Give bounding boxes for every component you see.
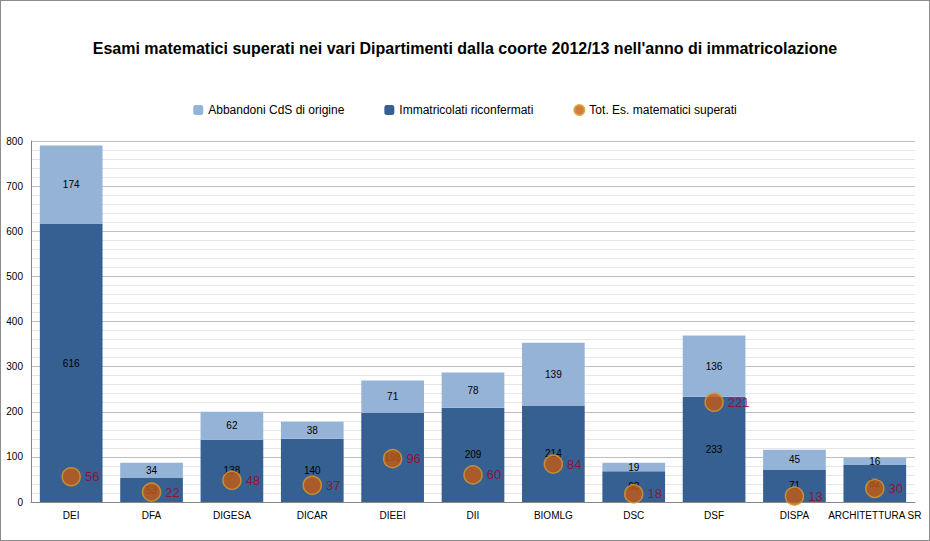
- svg-text:214: 214: [545, 448, 562, 460]
- svg-text:139: 139: [545, 369, 562, 380]
- svg-text:18: 18: [647, 486, 661, 501]
- svg-text:37: 37: [326, 478, 340, 493]
- svg-text:30: 30: [889, 481, 903, 496]
- svg-text:ARCHITETTURA SR: ARCHITETTURA SR: [828, 510, 921, 521]
- svg-text:19: 19: [628, 462, 640, 473]
- svg-text:Tot. Es. matematici superati: Tot. Es. matematici superati: [589, 103, 736, 117]
- svg-text:400: 400: [6, 316, 23, 327]
- svg-text:DII: DII: [467, 510, 480, 521]
- svg-text:22: 22: [165, 485, 179, 500]
- svg-text:233: 233: [706, 444, 723, 455]
- svg-text:200: 200: [6, 406, 23, 417]
- svg-text:209: 209: [465, 449, 482, 460]
- svg-text:0: 0: [17, 497, 23, 508]
- svg-text:84: 84: [567, 457, 581, 472]
- svg-text:48: 48: [246, 473, 260, 488]
- svg-text:140: 140: [304, 465, 321, 476]
- svg-text:DSF: DSF: [704, 510, 724, 521]
- svg-text:71: 71: [788, 480, 800, 492]
- svg-text:136: 136: [706, 361, 723, 372]
- svg-text:Esami matematici superati nei: Esami matematici superati nei vari Dipar…: [93, 40, 838, 57]
- svg-text:616: 616: [63, 358, 80, 369]
- svg-text:700: 700: [6, 181, 23, 192]
- svg-text:71: 71: [387, 391, 399, 402]
- svg-text:DIGESA: DIGESA: [213, 510, 251, 521]
- svg-text:60: 60: [487, 467, 501, 482]
- svg-text:174: 174: [63, 179, 80, 190]
- svg-text:Abbandoni CdS di origine: Abbandoni CdS di origine: [208, 103, 344, 117]
- svg-text:96: 96: [406, 451, 420, 466]
- svg-text:DFA: DFA: [142, 510, 162, 521]
- svg-text:800: 800: [6, 136, 23, 147]
- svg-text:600: 600: [6, 226, 23, 237]
- svg-text:34: 34: [146, 465, 158, 476]
- svg-text:78: 78: [467, 385, 479, 396]
- svg-text:Immatricolati riconfermati: Immatricolati riconfermati: [399, 103, 533, 117]
- svg-text:DISPA: DISPA: [780, 510, 810, 521]
- svg-text:100: 100: [6, 451, 23, 462]
- svg-text:38: 38: [307, 425, 319, 436]
- svg-text:45: 45: [789, 454, 801, 465]
- svg-text:13: 13: [808, 489, 822, 504]
- svg-text:221: 221: [728, 395, 750, 410]
- svg-text:BIOMLG: BIOMLG: [534, 510, 573, 521]
- svg-text:62: 62: [226, 420, 238, 431]
- svg-text:16: 16: [869, 456, 881, 467]
- svg-text:500: 500: [6, 271, 23, 282]
- svg-text:300: 300: [6, 361, 23, 372]
- svg-text:56: 56: [85, 469, 99, 484]
- svg-text:DSC: DSC: [623, 510, 644, 521]
- svg-text:DIEEI: DIEEI: [380, 510, 406, 521]
- svg-text:DICAR: DICAR: [297, 510, 328, 521]
- svg-text:DEI: DEI: [63, 510, 80, 521]
